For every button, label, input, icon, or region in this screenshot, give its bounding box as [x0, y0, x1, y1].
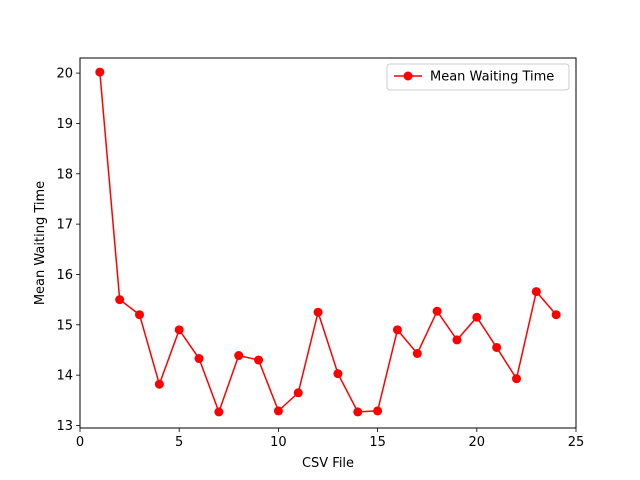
data-point	[174, 325, 184, 335]
y-axis-label: Mean Waiting Time	[33, 181, 48, 305]
x-tick-label: 0	[76, 435, 84, 450]
data-point	[452, 335, 462, 345]
y-tick-label: 14	[56, 369, 73, 384]
data-point	[154, 379, 164, 389]
plot-frame	[79, 57, 577, 429]
y-tick-label: 15	[56, 318, 73, 333]
data-point	[234, 351, 244, 361]
y-tick-label: 20	[56, 67, 73, 82]
legend-marker-swatch	[403, 71, 413, 81]
y-tick-label: 18	[56, 167, 73, 182]
plot-area	[80, 58, 576, 428]
x-tick-label: 10	[270, 435, 287, 450]
legend-label: Mean Waiting Time	[430, 70, 554, 85]
data-point	[273, 406, 283, 416]
data-point	[392, 325, 402, 335]
data-point	[412, 348, 422, 358]
data-point	[531, 287, 541, 297]
x-tick-label: 5	[175, 435, 183, 450]
y-tick-label: 17	[56, 218, 73, 233]
data-point	[115, 295, 125, 305]
data-point	[492, 342, 502, 352]
x-tick-label: 20	[469, 435, 486, 450]
y-tick-label: 13	[56, 419, 73, 434]
x-tick-label: 15	[369, 435, 386, 450]
data-point	[293, 388, 303, 398]
data-point	[511, 374, 521, 384]
data-point	[313, 307, 323, 317]
x-axis-label: CSV File	[302, 456, 354, 471]
legend-box	[386, 63, 570, 91]
data-point	[214, 407, 224, 417]
series-markers	[95, 67, 561, 417]
series-line	[99, 72, 557, 415]
x-axis-ticks: 0 5 10 15 20 25	[76, 428, 584, 450]
y-axis-ticks: 13 14 15 16 17 18 19 20	[56, 67, 80, 434]
data-point	[135, 310, 145, 320]
x-tick-label: 25	[568, 435, 585, 450]
data-point	[95, 67, 105, 77]
data-point	[472, 312, 482, 322]
data-point	[432, 306, 442, 316]
data-point	[373, 406, 383, 416]
data-point	[254, 355, 264, 365]
y-tick-label: 16	[56, 268, 73, 283]
legend: Mean Waiting Time	[386, 63, 570, 91]
data-point	[194, 354, 204, 364]
data-point	[333, 369, 343, 379]
data-point	[551, 310, 561, 320]
y-tick-label: 19	[56, 117, 73, 132]
data-point	[353, 407, 363, 417]
